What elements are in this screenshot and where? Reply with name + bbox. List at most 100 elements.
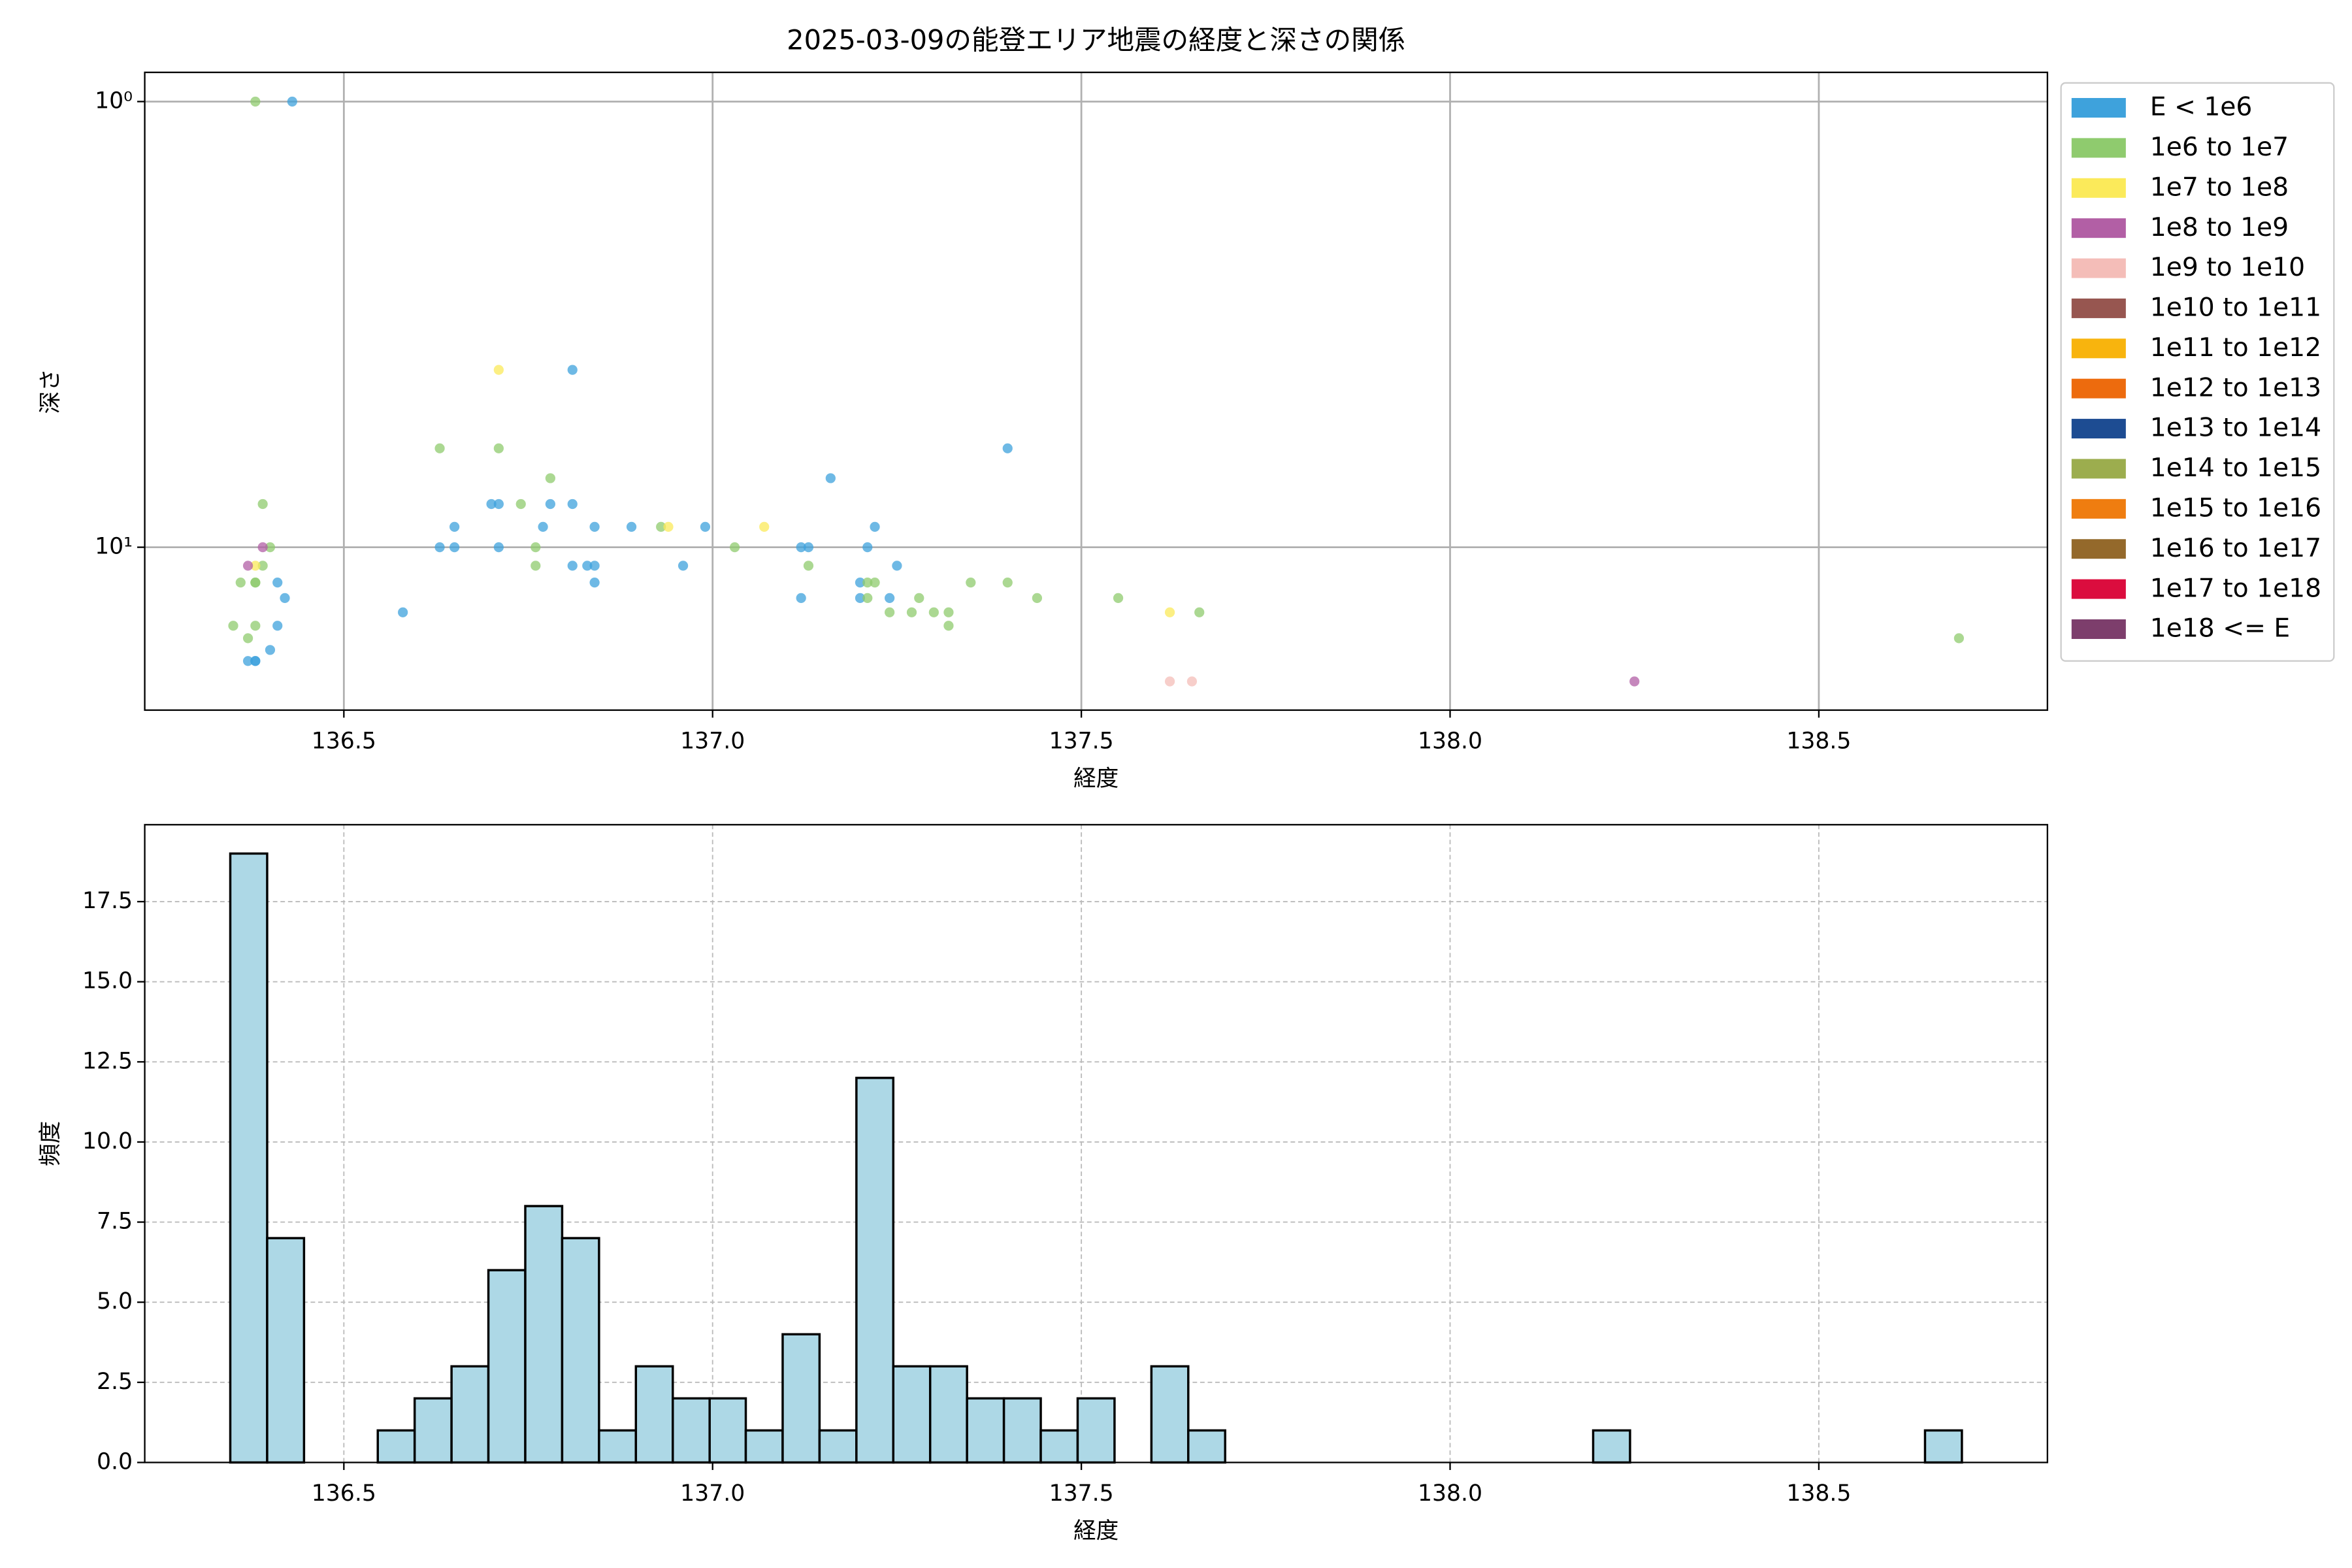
y-tick-label: 17.5 bbox=[82, 888, 133, 914]
point bbox=[678, 561, 689, 571]
bar bbox=[376, 1429, 416, 1464]
legend-label: 1e11 to 1e12 bbox=[2150, 333, 2321, 363]
y-tick-label: 10¹ bbox=[95, 534, 133, 560]
point bbox=[250, 96, 261, 107]
legend-swatch bbox=[2071, 539, 2126, 559]
bar bbox=[855, 1077, 895, 1464]
x-tick-label: 137.0 bbox=[680, 728, 745, 754]
bar bbox=[966, 1397, 1005, 1464]
point bbox=[272, 578, 283, 588]
point bbox=[700, 521, 711, 532]
point bbox=[398, 607, 408, 617]
x-tick-label: 138.0 bbox=[1418, 728, 1482, 754]
legend-swatch bbox=[2071, 298, 2126, 318]
point bbox=[265, 542, 276, 553]
y-tick-label: 0.0 bbox=[97, 1448, 133, 1475]
point bbox=[250, 578, 261, 588]
legend-swatch bbox=[2071, 258, 2126, 278]
plot-frame bbox=[144, 71, 2048, 711]
bar bbox=[1187, 1429, 1226, 1464]
legend-swatch bbox=[2071, 619, 2126, 639]
point bbox=[567, 561, 578, 571]
point bbox=[1953, 633, 1965, 644]
point bbox=[855, 578, 866, 588]
point bbox=[803, 542, 814, 553]
point bbox=[906, 607, 917, 617]
point bbox=[242, 656, 253, 666]
point bbox=[656, 521, 666, 532]
legend-swatch bbox=[2071, 579, 2126, 599]
point bbox=[825, 473, 836, 483]
bar bbox=[561, 1237, 600, 1464]
y-tick-label: 7.5 bbox=[97, 1209, 133, 1235]
point bbox=[257, 561, 268, 571]
point bbox=[759, 521, 770, 532]
point bbox=[257, 542, 268, 553]
point bbox=[1002, 578, 1013, 588]
x-tick-label: 137.5 bbox=[1049, 1480, 1114, 1507]
y-tick-label: 15.0 bbox=[82, 968, 133, 994]
legend-label: 1e13 to 1e14 bbox=[2150, 414, 2321, 443]
point bbox=[1186, 676, 1198, 687]
legend-box bbox=[2060, 82, 2335, 662]
bar bbox=[598, 1429, 638, 1464]
point bbox=[862, 593, 873, 603]
point bbox=[966, 578, 976, 588]
point bbox=[531, 561, 541, 571]
x-axis-label: 経度 bbox=[1073, 1518, 1119, 1544]
point bbox=[449, 542, 460, 553]
point bbox=[250, 656, 261, 666]
legend-swatch bbox=[2071, 338, 2126, 359]
bar bbox=[708, 1397, 747, 1464]
point bbox=[486, 498, 497, 510]
point bbox=[892, 561, 902, 571]
bar bbox=[1039, 1429, 1079, 1464]
point bbox=[493, 498, 504, 510]
point bbox=[493, 443, 504, 453]
point bbox=[567, 365, 578, 375]
legend-label: E < 1e6 bbox=[2150, 93, 2253, 122]
legend-swatch bbox=[2071, 178, 2126, 198]
x-tick-label: 137.5 bbox=[1049, 728, 1114, 754]
bar bbox=[1592, 1429, 1631, 1464]
legend-swatch bbox=[2071, 419, 2126, 439]
bar bbox=[928, 1365, 968, 1464]
legend-label: 1e10 to 1e11 bbox=[2150, 293, 2321, 323]
point bbox=[257, 498, 268, 510]
y-tick-label: 12.5 bbox=[82, 1048, 133, 1074]
point bbox=[265, 645, 276, 655]
point bbox=[589, 561, 600, 571]
point bbox=[449, 521, 460, 532]
legend-label: 1e15 to 1e16 bbox=[2150, 494, 2321, 523]
point bbox=[885, 593, 895, 603]
point bbox=[796, 593, 806, 603]
point bbox=[870, 578, 880, 588]
point bbox=[663, 521, 674, 532]
bar bbox=[229, 852, 269, 1464]
point bbox=[855, 593, 866, 603]
legend-swatch bbox=[2071, 98, 2126, 118]
bar bbox=[892, 1365, 932, 1464]
y-tick-label: 10⁰ bbox=[95, 88, 133, 114]
point bbox=[796, 542, 806, 553]
bar bbox=[524, 1205, 564, 1464]
point bbox=[493, 542, 504, 553]
bar bbox=[744, 1429, 784, 1464]
bar bbox=[1923, 1429, 1963, 1464]
legend-label: 1e18 <= E bbox=[2150, 614, 2290, 644]
point bbox=[250, 621, 261, 631]
point bbox=[862, 542, 873, 553]
point bbox=[531, 542, 541, 553]
point bbox=[1164, 676, 1175, 687]
point bbox=[272, 621, 283, 631]
bar bbox=[818, 1429, 858, 1464]
legend-label: 1e17 to 1e18 bbox=[2150, 574, 2321, 603]
chart-title: 2025-03-09の能登エリア地震の経度と深さの関係 bbox=[787, 24, 1405, 56]
point bbox=[862, 578, 873, 588]
point bbox=[235, 578, 246, 588]
point bbox=[538, 521, 548, 532]
bar bbox=[1002, 1397, 1042, 1464]
point bbox=[242, 561, 253, 571]
